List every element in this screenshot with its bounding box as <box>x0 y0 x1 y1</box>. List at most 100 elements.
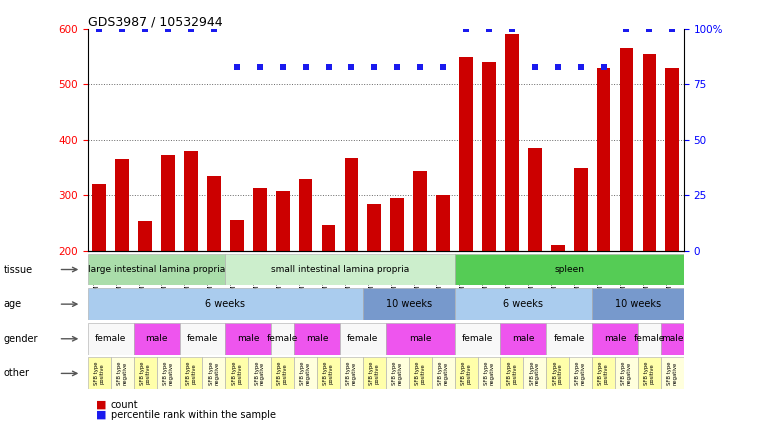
Point <box>414 63 426 70</box>
Text: age: age <box>4 299 22 309</box>
Point <box>185 25 197 32</box>
Point <box>597 63 610 70</box>
Text: 6 weeks: 6 weeks <box>206 299 245 309</box>
Bar <box>299 179 312 251</box>
Bar <box>345 158 358 251</box>
Text: SFB type
negative: SFB type negative <box>117 362 128 385</box>
Text: female: female <box>95 334 127 343</box>
Bar <box>271 323 294 355</box>
Point <box>277 63 289 70</box>
Bar <box>294 323 340 355</box>
Point <box>322 63 335 70</box>
Bar <box>665 67 679 251</box>
Bar <box>459 56 473 251</box>
Point <box>299 63 312 70</box>
Bar <box>271 357 294 389</box>
Bar <box>592 288 684 320</box>
Point <box>368 63 380 70</box>
Bar <box>455 323 500 355</box>
Text: ■: ■ <box>96 400 106 410</box>
Bar <box>363 357 386 389</box>
Point <box>254 63 266 70</box>
Bar <box>276 191 290 251</box>
Text: male: male <box>409 334 432 343</box>
Bar <box>661 323 684 355</box>
Text: SFB type
positive: SFB type positive <box>552 362 563 385</box>
Text: SFB type
positive: SFB type positive <box>186 362 196 385</box>
Bar <box>523 357 546 389</box>
Bar <box>455 357 478 389</box>
Bar <box>294 357 317 389</box>
Text: SFB type
negative: SFB type negative <box>300 362 311 385</box>
Bar <box>436 195 450 251</box>
Bar <box>367 204 381 251</box>
Bar <box>92 184 106 251</box>
Text: SFB type
positive: SFB type positive <box>323 362 334 385</box>
Text: small intestinal lamina propria: small intestinal lamina propria <box>271 265 409 274</box>
Bar <box>643 54 656 251</box>
Text: SFB type
positive: SFB type positive <box>231 362 242 385</box>
Point <box>345 63 358 70</box>
Bar <box>88 323 134 355</box>
Text: SFB type
negative: SFB type negative <box>163 362 173 385</box>
Bar <box>528 148 542 251</box>
Text: percentile rank within the sample: percentile rank within the sample <box>111 410 276 420</box>
Text: large intestinal lamina propria: large intestinal lamina propria <box>88 265 225 274</box>
Bar <box>597 67 610 251</box>
Bar <box>248 357 271 389</box>
Text: female: female <box>186 334 219 343</box>
Bar <box>620 48 633 251</box>
Point <box>620 25 633 32</box>
Bar <box>615 357 638 389</box>
Bar <box>409 357 432 389</box>
Bar <box>455 288 592 320</box>
Point <box>116 25 128 32</box>
Point <box>231 63 243 70</box>
Bar <box>574 168 588 251</box>
Bar <box>88 288 363 320</box>
Text: 6 weeks: 6 weeks <box>503 299 543 309</box>
Text: male: male <box>306 334 329 343</box>
Bar <box>340 323 386 355</box>
Text: SFB type
positive: SFB type positive <box>415 362 426 385</box>
Text: SFB type
positive: SFB type positive <box>507 362 517 385</box>
Point <box>666 25 678 32</box>
Text: male: male <box>512 334 535 343</box>
Bar <box>455 254 684 285</box>
Bar <box>202 357 225 389</box>
Bar <box>363 288 455 320</box>
Bar <box>386 357 409 389</box>
Text: SFB type
positive: SFB type positive <box>461 362 471 385</box>
Bar <box>413 171 427 251</box>
Bar <box>161 155 175 251</box>
Text: female: female <box>553 334 585 343</box>
Text: SFB type
negative: SFB type negative <box>529 362 540 385</box>
Text: SFB type
positive: SFB type positive <box>644 362 655 385</box>
Point <box>391 63 403 70</box>
Bar <box>500 357 523 389</box>
Bar <box>569 357 592 389</box>
Bar <box>638 357 661 389</box>
Text: ■: ■ <box>96 410 106 420</box>
Point <box>162 25 174 32</box>
Bar <box>551 246 565 251</box>
Bar <box>546 357 569 389</box>
Bar <box>390 198 404 251</box>
Bar <box>180 323 225 355</box>
Bar <box>340 357 363 389</box>
Text: male: male <box>237 334 260 343</box>
Point <box>643 25 656 32</box>
Text: SFB type
negative: SFB type negative <box>438 362 448 385</box>
Text: SFB type
negative: SFB type negative <box>254 362 265 385</box>
Bar <box>88 357 111 389</box>
Point <box>506 25 518 32</box>
Bar <box>184 151 198 251</box>
Bar <box>505 35 519 251</box>
Text: female: female <box>267 334 299 343</box>
Text: SFB type
positive: SFB type positive <box>277 362 288 385</box>
Text: male: male <box>145 334 168 343</box>
Bar <box>180 357 202 389</box>
Text: 10 weeks: 10 weeks <box>386 299 432 309</box>
Text: male: male <box>661 334 684 343</box>
Text: female: female <box>461 334 494 343</box>
